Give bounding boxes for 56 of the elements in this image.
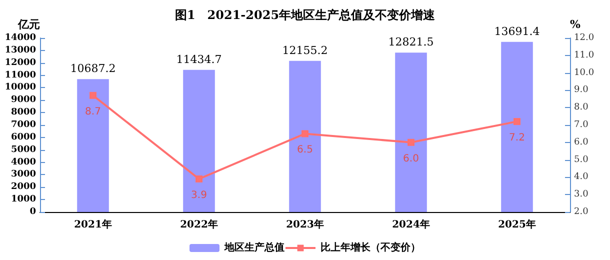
point [408, 138, 414, 146]
bar [395, 52, 427, 212]
y-tick-label: 13000 [4, 45, 36, 56]
bar [289, 60, 321, 212]
y2-tick-label: 10.0 [574, 68, 594, 78]
data-label: 10687.2 [70, 62, 116, 76]
y2-tick-label: 3.0 [574, 190, 589, 200]
data-label: 3.9 [191, 190, 207, 201]
y-tick-label: 10000 [4, 82, 36, 93]
bar [183, 70, 215, 212]
data-label: 6.5 [297, 144, 313, 156]
y-axis-title: 亿元 [17, 18, 40, 31]
data-label: 13691.4 [494, 24, 540, 38]
y-tick-label: 6000 [10, 132, 36, 142]
y2-tick-label: 9.0 [574, 85, 589, 96]
point [90, 92, 96, 99]
y2-tick-label: 4.0 [574, 172, 589, 182]
y-tick-label: 4000 [10, 157, 36, 168]
chart-title: 图1 2021-2025年地区生产总值及不变价增速 [174, 8, 436, 22]
y-tick-label: 12000 [4, 58, 36, 68]
data-label: 12821.5 [388, 36, 434, 49]
y-tick-label: 3000 [10, 170, 36, 180]
y2-tick-label: 6.0 [574, 137, 589, 148]
y-tick-label: 5000 [10, 144, 36, 155]
x-tick-label: 2022年 [180, 218, 218, 230]
y-tick-label: 2000 [10, 182, 36, 192]
data-label: 6.0 [403, 153, 419, 164]
point [514, 118, 520, 126]
y-tick-label: 0 [30, 207, 36, 217]
point [196, 175, 202, 182]
y-tick-label: 7000 [10, 120, 36, 130]
y2-tick-label: 2.0 [574, 207, 589, 217]
legend-label: 比上年增长（不变价） [320, 242, 420, 254]
legend-label: 地区生产总值 [224, 242, 284, 254]
data-label: 8.7 [85, 106, 101, 118]
y2-axis-title: % [570, 18, 581, 31]
bar [77, 79, 109, 212]
y2-tick-label: 12.0 [574, 33, 594, 43]
y2-tick-label: 8.0 [574, 102, 589, 113]
y2-tick-label: 7.0 [574, 120, 589, 130]
x-tick-label: 2021年 [74, 218, 112, 230]
data-label: 11434.7 [176, 52, 222, 66]
data-label: 12155.2 [282, 44, 328, 57]
y2-tick-label: 5.0 [574, 154, 589, 165]
y-tick-label: 8000 [10, 108, 36, 118]
bar [501, 42, 533, 212]
x-tick-label: 2025年 [498, 218, 536, 230]
y-tick-label: 9000 [10, 95, 36, 106]
point [302, 130, 308, 138]
y-tick-label: 11000 [4, 70, 36, 80]
x-tick-label: 2023年 [286, 218, 324, 230]
y-tick-label: 1000 [10, 194, 36, 205]
y2-tick-label: 11.0 [574, 50, 594, 60]
data-label: 7.2 [509, 132, 525, 144]
y-tick-label: 14000 [4, 33, 36, 43]
x-tick-label: 2024年 [392, 218, 430, 230]
